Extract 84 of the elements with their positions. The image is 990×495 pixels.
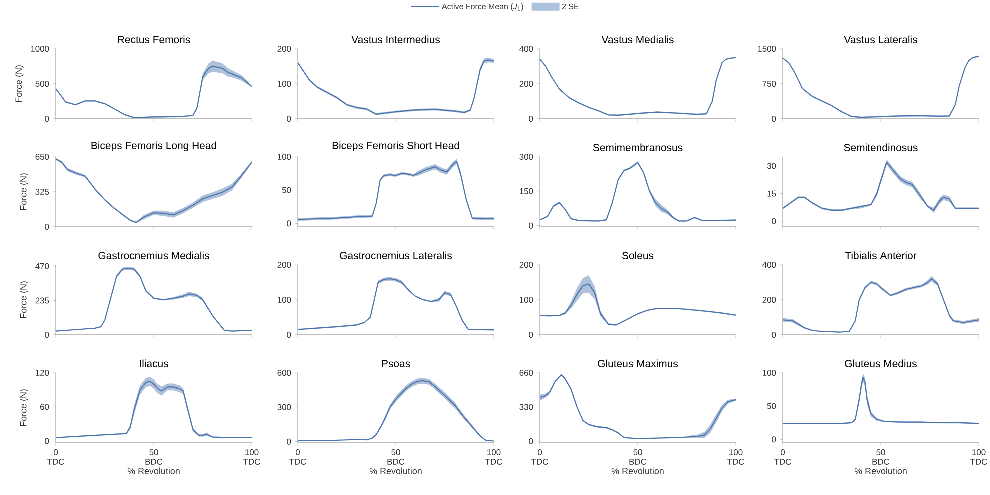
- chart-title: Gastrocnemius Medialis: [98, 252, 210, 260]
- y-tick-label: 0: [287, 116, 292, 122]
- y-tick-label: 100: [520, 296, 534, 303]
- y-tick-label: 0: [529, 438, 534, 444]
- y-axis-title: Force (N): [20, 390, 29, 426]
- y-tick-label: 15: [768, 190, 776, 197]
- y-tick-label: 60: [40, 404, 50, 410]
- y-tick-label: 120: [36, 370, 50, 376]
- y-tick-label: 0: [287, 438, 292, 445]
- y-tick-label: 100: [278, 80, 292, 87]
- chart-title: Semimembranosus: [593, 144, 683, 152]
- y-tick-label: 0: [529, 116, 534, 122]
- x-axis-title: % Revolution: [854, 468, 907, 474]
- y-tick-label: 1000: [31, 46, 50, 52]
- y-axis-title: Force (N): [20, 282, 29, 318]
- y-tick-label: 0: [772, 218, 776, 224]
- x-axis-title: % Revolution: [128, 468, 180, 474]
- x-tick-label: 50 BDC: [146, 450, 163, 465]
- y-axis-title: Force (N): [20, 174, 29, 210]
- chart-title: Soleus: [622, 252, 654, 260]
- chart-title: Rectus Femoris: [118, 36, 190, 44]
- y-tick-label: 30: [767, 163, 776, 170]
- y-tick-label: 300: [278, 404, 292, 410]
- y-tick-label: 325: [36, 188, 50, 195]
- y-tick-label: 0: [772, 332, 776, 338]
- y-tick-label: 0: [772, 116, 776, 122]
- y-tick-label: 100: [278, 154, 292, 160]
- y-tick-label: 0: [45, 116, 50, 122]
- y-tick-label: 300: [520, 154, 534, 160]
- y-tick-label: 600: [278, 370, 292, 376]
- y-tick-label: 400: [520, 46, 534, 52]
- chart-title: Biceps Femoris Long Head: [92, 142, 216, 152]
- y-tick-label: 750: [762, 80, 776, 87]
- y-tick-label: 660: [520, 370, 534, 376]
- chart-title: Tibialis Anterior: [845, 252, 917, 260]
- y-tick-label: 235: [36, 298, 50, 304]
- y-tick-label: 0: [45, 224, 50, 230]
- chart-title: Iliacus: [140, 360, 168, 368]
- chart-title: Gastrocnemius Lateralis: [340, 252, 452, 260]
- y-tick-label: 330: [520, 404, 534, 410]
- y-tick-label: 0: [772, 436, 776, 443]
- y-tick-label: 50: [282, 187, 292, 194]
- y-tick-label: 100: [763, 370, 776, 376]
- y-tick-label: 50: [767, 403, 776, 410]
- x-tick-label: 50 BDC: [872, 450, 890, 465]
- y-tick-label: 1500: [758, 46, 776, 52]
- y-tick-label: 0: [287, 332, 292, 338]
- chart-title: Biceps Femoris Short Head: [332, 142, 460, 152]
- y-tick-label: 200: [520, 262, 534, 268]
- chart-title: Vastus Intermedius: [352, 36, 440, 44]
- x-tick-label: 0 TDC: [289, 450, 306, 465]
- y-tick-label: 150: [520, 188, 534, 194]
- chart-title: Vastus Medialis: [602, 36, 674, 44]
- y-tick-label: 0: [45, 438, 50, 444]
- y-axis-title: Force (N): [15, 66, 24, 102]
- chart-title: Psoas: [382, 360, 410, 368]
- x-tick-label: 50 BDC: [388, 450, 405, 465]
- x-tick-label: 0 TDC: [47, 450, 64, 465]
- x-tick-label: 0 TDC: [774, 450, 792, 465]
- y-tick-label: 200: [762, 296, 776, 303]
- x-axis-title: % Revolution: [370, 468, 422, 474]
- y-tick-label: 200: [278, 262, 292, 268]
- x-tick-label: 100 TDC: [485, 450, 502, 465]
- y-tick-label: 200: [520, 80, 534, 87]
- x-axis-title: % Revolution: [612, 468, 664, 474]
- y-tick-label: 0: [529, 222, 534, 229]
- y-tick-label: 200: [278, 46, 292, 52]
- y-tick-label: 400: [762, 262, 776, 268]
- y-tick-label: 0: [287, 220, 292, 227]
- y-tick-label: 650: [36, 154, 50, 160]
- chart-title: Gluteus Maximus: [598, 360, 678, 368]
- chart-title: Gluteus Medius: [845, 360, 917, 368]
- y-tick-label: 0: [529, 332, 534, 338]
- x-tick-label: 100 TDC: [243, 450, 260, 465]
- y-tick-label: 470: [36, 263, 50, 270]
- chart-title: Semitendinosus: [844, 144, 918, 152]
- chart-title: Vastus Lateralis: [844, 36, 918, 44]
- y-tick-label: 0: [45, 332, 50, 338]
- x-tick-label: 100 TDC: [970, 450, 988, 465]
- y-tick-label: 100: [278, 296, 292, 303]
- y-tick-label: 500: [36, 80, 50, 87]
- x-tick-label: 100 TDC: [727, 450, 744, 465]
- x-tick-label: 50 BDC: [630, 450, 647, 465]
- x-tick-label: 0 TDC: [531, 450, 548, 465]
